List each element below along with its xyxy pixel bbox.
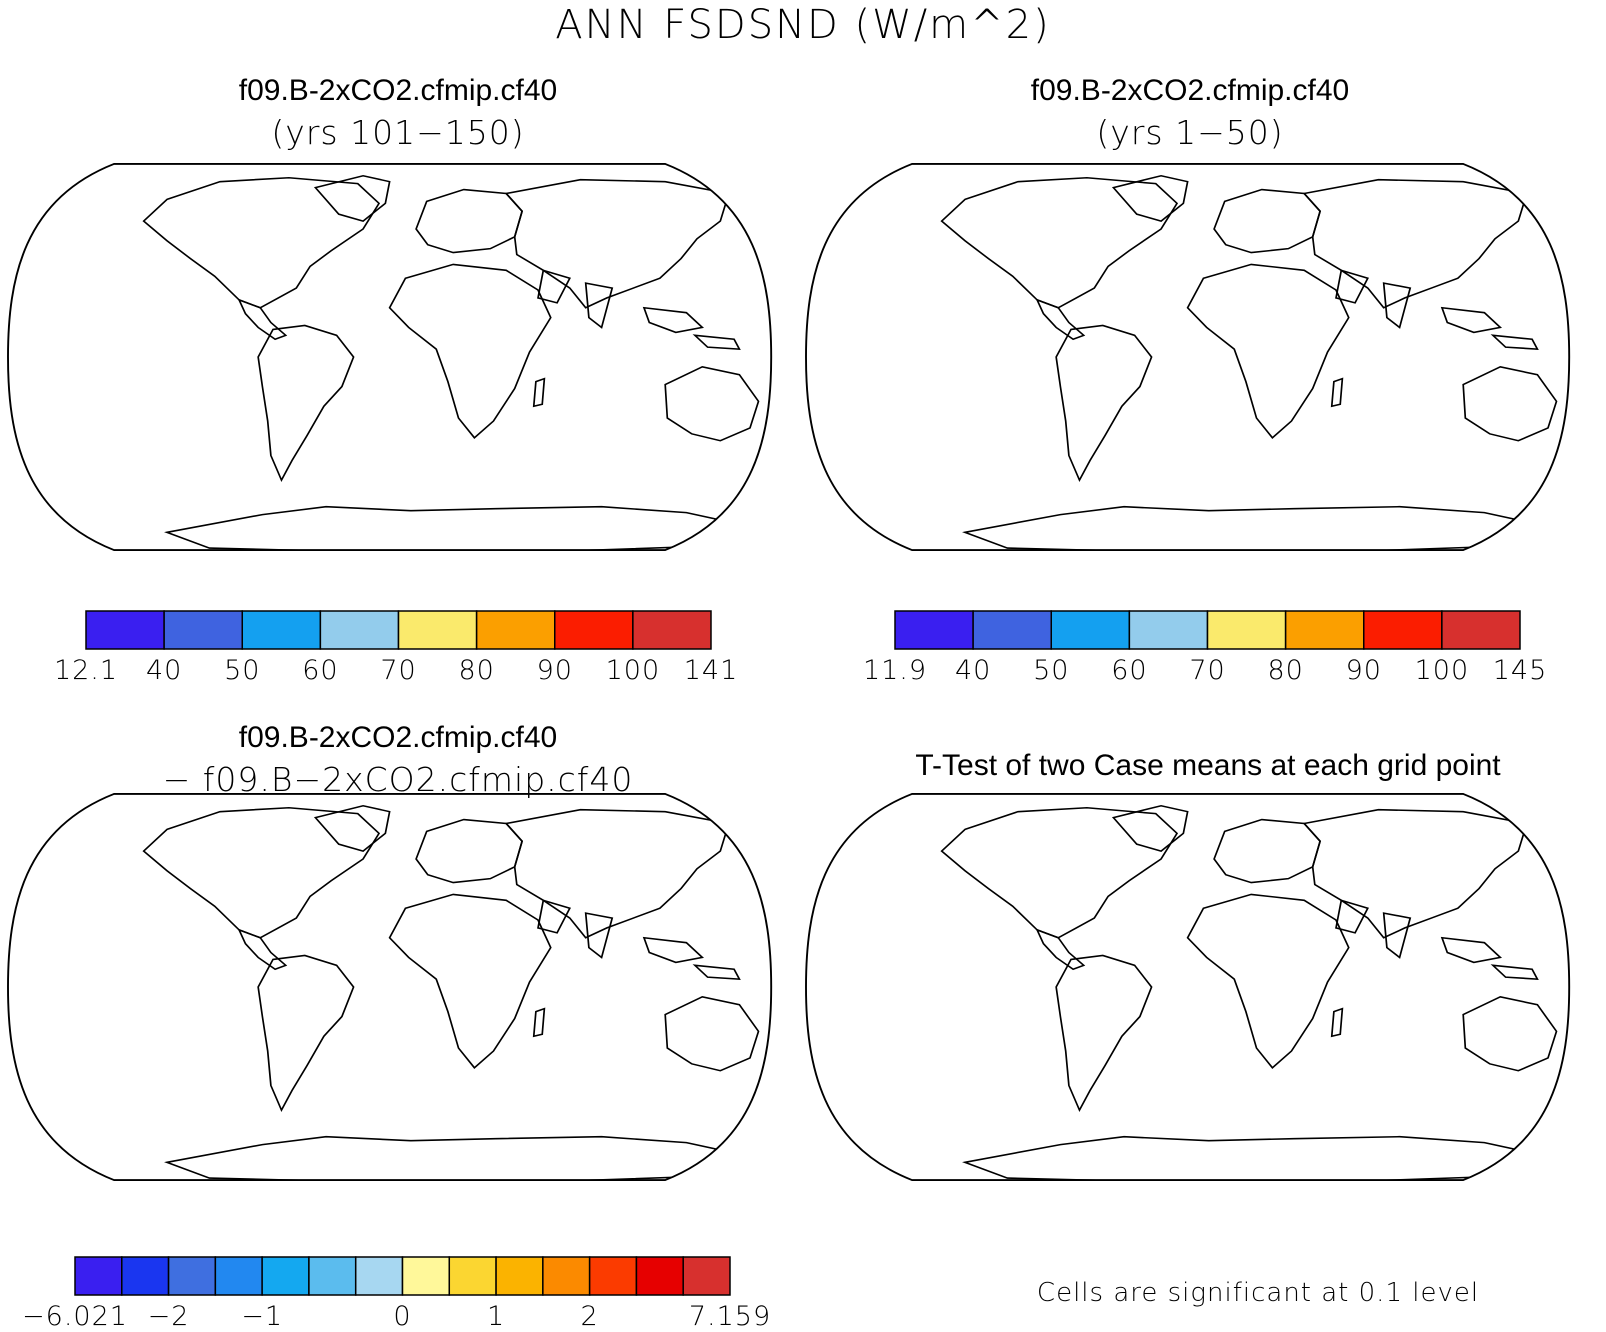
colorbar-tick-label: 50 xyxy=(1033,655,1070,686)
colorbar-swatch xyxy=(972,610,1052,650)
map-bottom-left xyxy=(7,792,773,1182)
colorbar-tick-label: 80 xyxy=(1267,655,1304,686)
map-top-right xyxy=(805,162,1571,552)
panel-top-right-subtitle: (yrs 1−50) xyxy=(1096,113,1284,152)
colorbar-tick-label: 70 xyxy=(380,655,417,686)
colorbar-tick-label: 70 xyxy=(1189,655,1226,686)
colorbar-swatch xyxy=(167,1256,217,1296)
colorbar-swatch xyxy=(319,610,400,650)
panel-top-left-subtitle: (yrs 101−150) xyxy=(271,113,525,152)
colorbar-tick-label: 90 xyxy=(536,655,573,686)
colorbar-swatch xyxy=(354,1256,404,1296)
panel-top-right-title: f09.B-2xCO2.cfmip.cf40 xyxy=(1030,74,1350,107)
colorbar-swatch xyxy=(1363,610,1443,650)
colorbar-swatch xyxy=(308,1256,357,1296)
colorbar-swatch xyxy=(85,610,165,650)
colorbar-swatch xyxy=(495,1256,544,1296)
colorbar-swatch xyxy=(682,1256,731,1296)
colorbar-tick-label: 60 xyxy=(1111,655,1148,686)
colorbar-tick-label: 100 xyxy=(1414,655,1470,686)
colorbar-swatch xyxy=(1050,610,1131,650)
colorbar-bottom-left xyxy=(74,1256,731,1296)
colorbar-tick-label: 50 xyxy=(224,655,261,686)
colorbar-tick-label: 145 xyxy=(1492,655,1548,686)
colorbar-swatch xyxy=(397,610,478,650)
colorbar-swatch xyxy=(635,1256,684,1296)
map-bottom-right-ttest xyxy=(805,792,1571,1182)
colorbar-swatch xyxy=(1284,610,1365,650)
figure-title: ANN FSDSND (W/m^2) xyxy=(555,2,1051,48)
colorbar-tick-label: 11.9 xyxy=(862,655,928,686)
colorbar-swatch xyxy=(448,1256,497,1296)
colorbar-tick-label: 100 xyxy=(605,655,661,686)
colorbar-swatch xyxy=(121,1256,170,1296)
panel-bottom-left-subtitle: − f09.B−2xCO2.cfmip.cf40 xyxy=(162,760,634,799)
colorbar-swatch xyxy=(163,610,243,650)
colorbar-tick-label: 141 xyxy=(683,655,739,686)
ttest-footnote: Cells are significant at 0.1 level xyxy=(1036,1278,1480,1308)
colorbar-tick-label: −6.021 xyxy=(22,1301,128,1332)
panel-bottom-right-title: T-Test of two Case means at each grid po… xyxy=(915,749,1501,782)
colorbar-tick-label: −1 xyxy=(241,1301,284,1332)
colorbar-tick-label: 7.159 xyxy=(688,1301,772,1332)
colorbar-tick-label: 60 xyxy=(302,655,339,686)
colorbar-tick-label: 80 xyxy=(458,655,495,686)
colorbar-swatch xyxy=(588,1256,638,1296)
colorbar-tick-label: 0 xyxy=(393,1301,412,1332)
colorbar-swatch xyxy=(475,610,556,650)
colorbar-tick-label: 2 xyxy=(580,1301,599,1332)
colorbar-tick-label: 90 xyxy=(1345,655,1382,686)
colorbar-tick-label: −2 xyxy=(147,1301,190,1332)
colorbar-swatch xyxy=(261,1256,310,1296)
panel-top-left-title: f09.B-2xCO2.cfmip.cf40 xyxy=(238,74,558,107)
colorbar-swatch xyxy=(1441,610,1521,650)
colorbar-swatch xyxy=(241,610,322,650)
colorbar-swatch xyxy=(894,610,974,650)
colorbar-top-right xyxy=(894,610,1521,650)
colorbar-swatch xyxy=(632,610,712,650)
colorbar-tick-label: 40 xyxy=(954,655,992,686)
colorbar-swatch xyxy=(401,1256,451,1296)
colorbar-swatch xyxy=(214,1256,263,1296)
colorbar-swatch xyxy=(74,1256,123,1296)
colorbar-tick-label: 1 xyxy=(486,1301,506,1332)
colorbar-tick-label: 12.1 xyxy=(53,655,119,686)
colorbar-swatch xyxy=(542,1256,591,1296)
colorbar-swatch xyxy=(1128,610,1209,650)
colorbar-tick-label: 40 xyxy=(145,655,183,686)
panel-bottom-left-title: f09.B-2xCO2.cfmip.cf40 xyxy=(238,721,558,754)
map-top-left xyxy=(7,162,773,552)
colorbar-swatch xyxy=(1206,610,1287,650)
colorbar-top-left xyxy=(85,610,712,650)
colorbar-swatch xyxy=(554,610,634,650)
